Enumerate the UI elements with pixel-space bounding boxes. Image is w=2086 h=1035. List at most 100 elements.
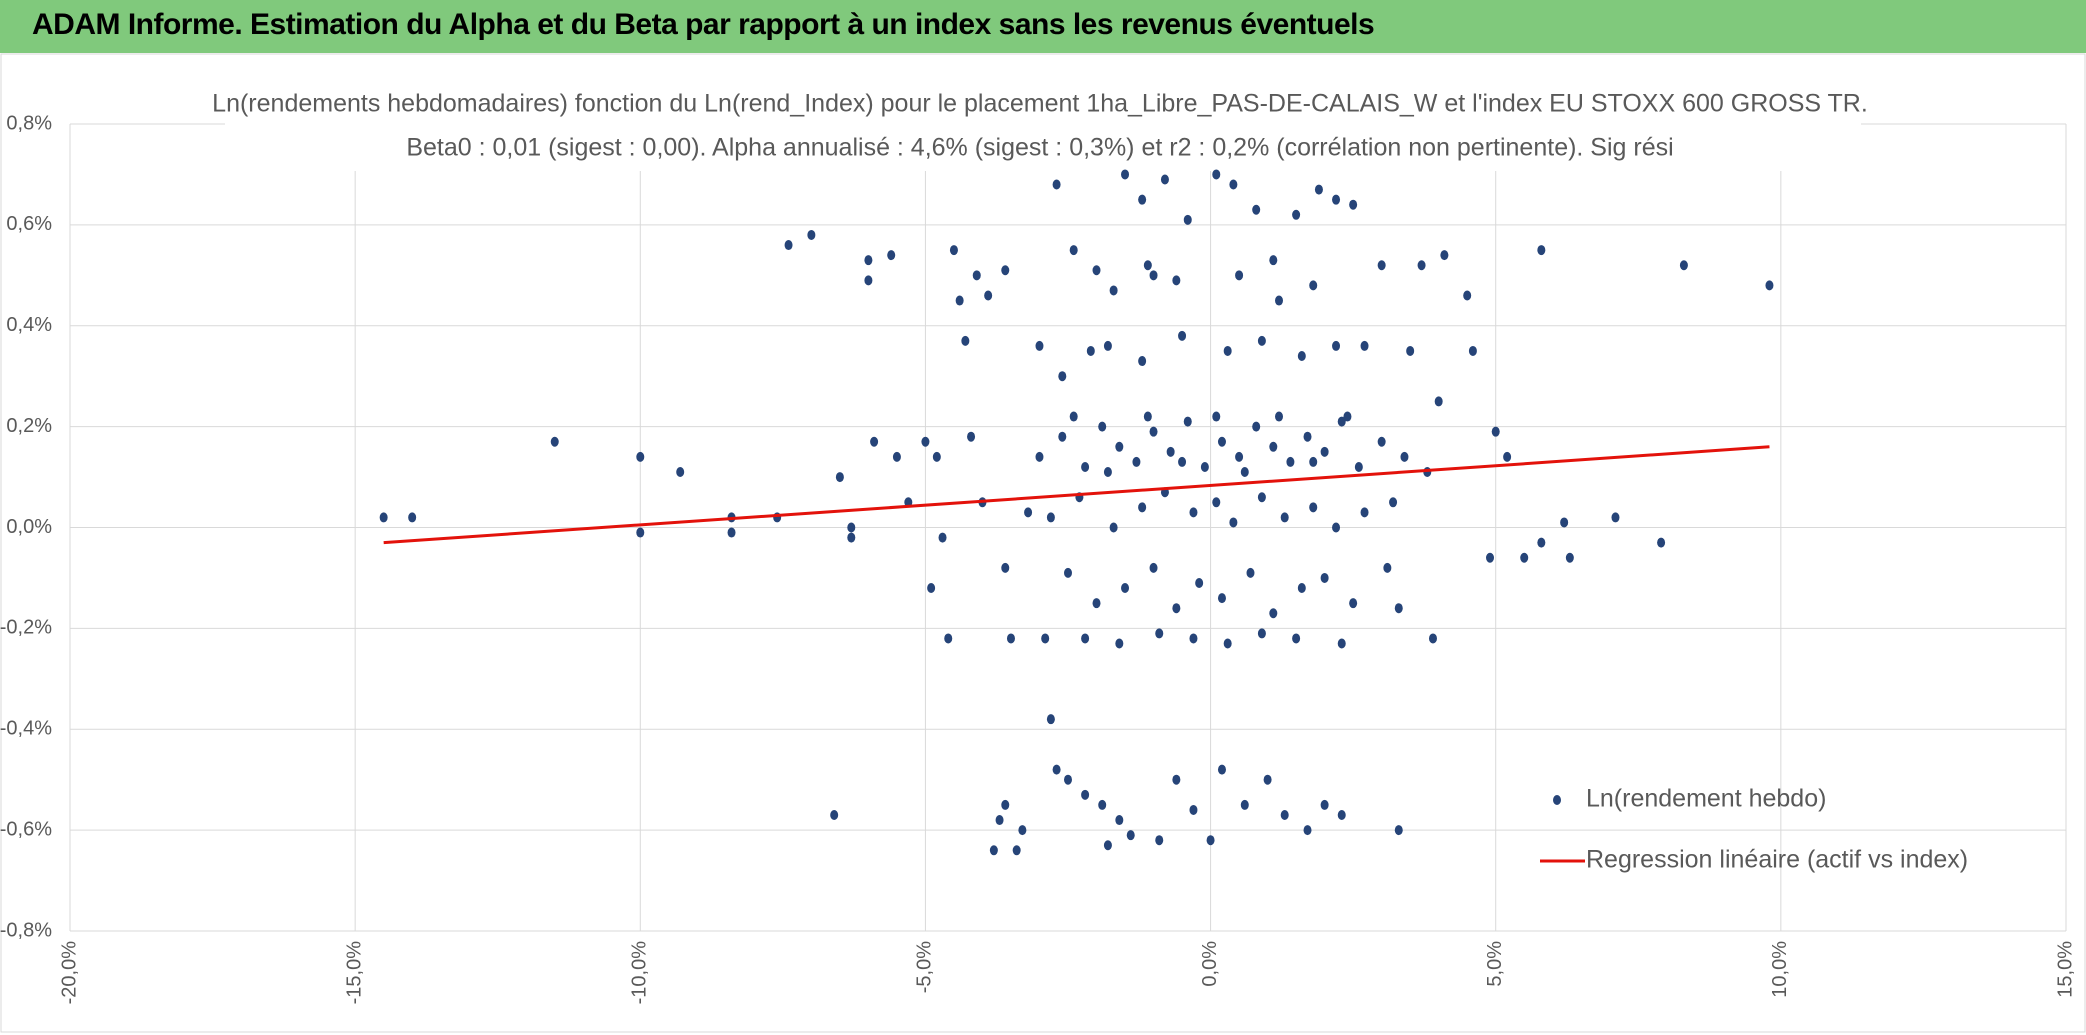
data-point	[1138, 502, 1147, 513]
data-point	[1081, 461, 1090, 472]
data-point	[847, 522, 856, 533]
data-point	[1115, 638, 1124, 649]
data-point	[550, 436, 559, 447]
data-point	[1269, 255, 1278, 266]
data-point	[1257, 335, 1266, 346]
x-tick-label: 5,0%	[1484, 941, 1506, 987]
data-point	[1109, 285, 1118, 296]
data-point	[1041, 633, 1050, 644]
data-point	[1160, 174, 1169, 185]
header-title: ADAM Informe. Estimation du Alpha et du …	[32, 8, 1375, 41]
data-point	[379, 512, 388, 523]
data-point	[1149, 426, 1158, 437]
data-point	[1121, 169, 1130, 180]
data-point	[1132, 456, 1141, 467]
data-point	[1657, 537, 1666, 548]
data-point	[1035, 451, 1044, 462]
data-point	[1058, 371, 1067, 382]
data-point	[1115, 815, 1124, 826]
data-point	[1332, 522, 1341, 533]
y-tick-label: 0,6%	[6, 213, 52, 235]
data-point	[1280, 512, 1289, 523]
data-point	[1103, 467, 1112, 478]
data-point	[1189, 633, 1198, 644]
data-point	[1337, 416, 1346, 427]
data-point	[1320, 799, 1329, 810]
chart-subtitle: Beta0 : 0,01 (sigest : 0,00). Alpha annu…	[406, 134, 1673, 162]
data-point	[1103, 340, 1112, 351]
y-tick-label: 0,2%	[6, 415, 52, 437]
legend-label: Ln(rendement hebdo)	[1586, 785, 1826, 813]
data-point	[1292, 633, 1301, 644]
data-point	[1565, 552, 1574, 563]
data-point	[1206, 835, 1215, 846]
data-point	[1012, 845, 1021, 856]
data-point	[1269, 608, 1278, 619]
data-point	[1400, 451, 1409, 462]
data-point	[847, 532, 856, 543]
data-point	[1520, 552, 1529, 563]
data-point	[636, 451, 645, 462]
data-point	[1349, 598, 1358, 609]
x-tick-label: 15,0%	[2054, 941, 2076, 998]
data-point	[1434, 396, 1443, 407]
data-point	[1389, 497, 1398, 508]
data-point	[1223, 638, 1232, 649]
title-background	[225, 83, 1861, 171]
data-point	[1314, 184, 1323, 195]
data-point	[1217, 764, 1226, 775]
y-tick-label: -0,2%	[0, 617, 52, 639]
data-point	[1155, 835, 1164, 846]
legend-marker	[1553, 795, 1561, 805]
data-point	[1086, 345, 1095, 356]
data-point	[1178, 330, 1187, 341]
data-point	[1018, 825, 1027, 836]
y-tick-label: -0,8%	[0, 919, 52, 941]
data-point	[1149, 270, 1158, 281]
data-point	[835, 472, 844, 483]
data-point	[1297, 351, 1306, 362]
chart: -0,8% -0,6% -0,4% -0,2% 0,0% 0,2% 0,4% 0,6% 0,8%…	[0, 53, 2086, 1033]
data-point	[1394, 603, 1403, 614]
data-point	[1064, 774, 1072, 785]
data-point	[1092, 598, 1101, 609]
data-point	[1229, 517, 1238, 528]
data-point	[1377, 436, 1386, 447]
data-point	[1149, 562, 1158, 573]
data-point	[932, 451, 941, 462]
data-point	[1098, 799, 1107, 810]
data-point	[961, 335, 970, 346]
data-point	[1309, 502, 1318, 513]
data-point	[995, 815, 1004, 826]
data-point	[1765, 280, 1774, 291]
data-point	[1292, 209, 1301, 220]
data-point	[1178, 456, 1187, 467]
data-point	[1269, 441, 1278, 452]
data-point	[636, 527, 645, 538]
data-point	[1126, 830, 1135, 841]
data-point	[870, 436, 879, 447]
data-point	[944, 633, 953, 644]
data-point	[1001, 562, 1010, 573]
data-point	[1172, 275, 1181, 286]
data-point	[1235, 451, 1244, 462]
data-point	[1343, 411, 1352, 422]
data-point	[1143, 260, 1152, 271]
data-point	[1046, 512, 1055, 523]
data-point	[1286, 456, 1295, 467]
data-point	[921, 436, 930, 447]
data-point	[1212, 497, 1221, 508]
data-point	[1537, 537, 1546, 548]
data-point	[1560, 517, 1569, 528]
data-point	[1235, 270, 1244, 281]
data-point	[955, 295, 964, 306]
x-tick-label: 10,0%	[1769, 941, 1791, 998]
data-point	[1303, 825, 1312, 836]
data-point	[1309, 456, 1318, 467]
data-point	[1103, 840, 1112, 851]
data-point	[1257, 628, 1266, 639]
y-tick-label: -0,6%	[0, 818, 52, 840]
data-point	[972, 270, 981, 281]
data-point	[727, 527, 736, 538]
